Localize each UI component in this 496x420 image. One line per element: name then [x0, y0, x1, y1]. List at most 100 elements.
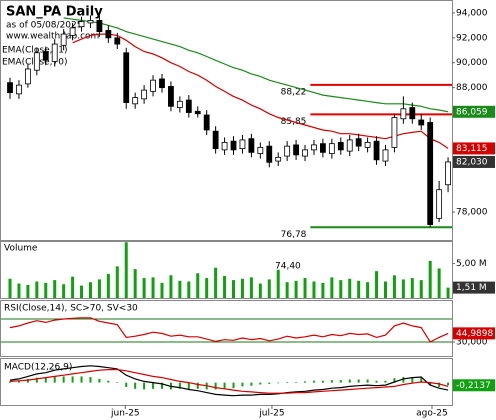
ema-last-label: 86,059 — [456, 107, 488, 117]
candle-body — [391, 117, 398, 148]
candle-body — [87, 20, 94, 24]
histogram-bar — [160, 382, 163, 389]
candle-body — [141, 89, 148, 100]
candle-body — [123, 52, 130, 103]
histogram-bar — [339, 380, 342, 383]
volume-bar — [339, 280, 343, 298]
histogram-bar — [26, 378, 29, 383]
volume-bar — [428, 260, 432, 298]
histogram-bar — [125, 382, 128, 387]
candle-body — [150, 79, 156, 92]
annotation: 74,40 — [275, 262, 301, 272]
ema-line — [72, 33, 449, 149]
volume-bar — [106, 273, 110, 298]
volume-bar — [249, 277, 253, 298]
price-panel — [0, 0, 453, 241]
signal-line — [9, 369, 449, 394]
macd-line — [9, 365, 449, 397]
candle-body — [176, 100, 183, 108]
histogram-bar — [375, 380, 378, 383]
volume-bar — [124, 242, 128, 298]
title: SAN_PA Daily — [6, 5, 103, 20]
last-label: -0,2137 — [456, 381, 491, 391]
candle-body — [194, 110, 201, 115]
candle-body — [203, 114, 210, 131]
volume-bar — [375, 271, 379, 298]
panel-title: RSI(Close,14), SC>70, SV<30 — [4, 304, 138, 314]
histogram-bar — [44, 377, 47, 383]
candle-body — [51, 43, 58, 62]
volume-bar — [187, 281, 191, 298]
volume-bar — [294, 280, 298, 298]
last-label-box — [453, 281, 495, 294]
histogram-bar — [107, 380, 110, 383]
candle-body — [364, 142, 371, 148]
y-tick-label: 88,000 — [456, 83, 488, 93]
candle-body — [221, 142, 228, 151]
histogram-bar — [71, 376, 74, 383]
candle-body — [418, 119, 425, 126]
volume-bar — [330, 277, 334, 298]
candle-body — [373, 140, 380, 161]
volume-bar — [303, 278, 307, 298]
histogram-bar — [80, 376, 83, 383]
histogram-bar — [35, 377, 38, 383]
volume-bar — [348, 278, 352, 298]
last-label-box — [453, 379, 495, 392]
candle-body — [427, 122, 434, 225]
volume-bar — [151, 277, 155, 298]
level-label: 76,78 — [281, 230, 307, 240]
volume-bar — [133, 269, 137, 298]
candle-body — [168, 85, 174, 107]
candle-body — [42, 51, 49, 61]
histogram-bar — [116, 382, 119, 383]
histogram-bar — [62, 376, 65, 383]
panel-title: Volume — [4, 244, 38, 254]
y-tick-label: 78,000 — [456, 208, 488, 218]
volume-bar — [366, 282, 370, 298]
candle-body — [185, 99, 192, 113]
candle-body — [24, 68, 31, 85]
volume-bar — [8, 278, 12, 298]
histogram-bar — [232, 382, 235, 389]
candle-body — [445, 161, 451, 186]
histogram-bar — [321, 380, 324, 383]
histogram-bar — [223, 382, 226, 389]
volume-bar — [169, 275, 173, 298]
histogram-bar — [348, 379, 351, 383]
volume-bar — [267, 279, 271, 298]
histogram-bar — [447, 382, 450, 386]
candle-body — [69, 27, 76, 36]
candle-body — [436, 189, 443, 219]
volume-bar — [97, 279, 101, 298]
histogram-bar — [357, 379, 360, 383]
histogram-bar — [304, 381, 307, 383]
histogram-bar — [402, 377, 405, 383]
volume-bar — [160, 282, 164, 298]
histogram-bar — [187, 382, 190, 390]
x-tick-label: ago-25 — [416, 409, 448, 419]
histogram-bar — [196, 382, 199, 389]
histogram-bar — [429, 382, 432, 386]
histogram-bar — [143, 382, 146, 390]
histogram-bar — [286, 382, 289, 383]
volume-bar — [80, 285, 84, 298]
histogram-bar — [214, 382, 217, 390]
histogram-bar — [9, 381, 12, 383]
candle-body — [311, 144, 317, 151]
candle-body — [33, 52, 40, 71]
close-label-box — [453, 155, 495, 168]
volume-bar — [321, 282, 325, 298]
volume-bar — [44, 282, 48, 298]
ema-last-label-box — [453, 105, 495, 118]
histogram-bar — [17, 380, 20, 383]
candle-body — [239, 139, 246, 150]
histogram-bar — [250, 382, 253, 386]
histogram-bar — [312, 380, 315, 383]
histogram-bar — [384, 380, 387, 383]
volume-bar — [437, 268, 441, 298]
volume-bar — [142, 278, 146, 298]
candle-body — [7, 82, 13, 94]
histogram-bar — [89, 377, 92, 383]
